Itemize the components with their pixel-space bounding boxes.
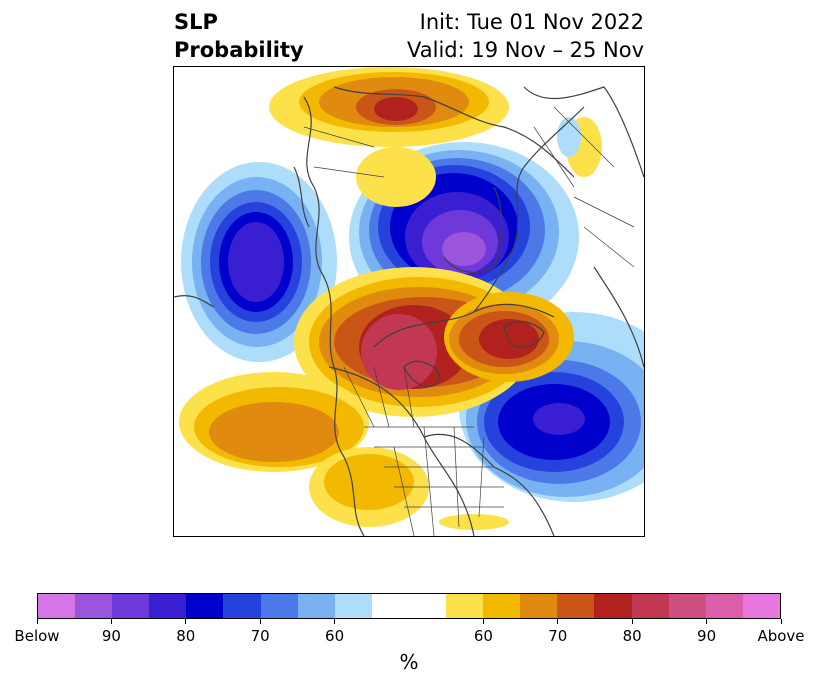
colorbar-tick-label: 70 (548, 627, 568, 645)
colorbar-tick-label: 80 (176, 627, 196, 645)
europe-high (269, 67, 509, 207)
colorbar-swatch (483, 594, 521, 618)
colorbar-tick-label: 70 (250, 627, 270, 645)
probability-colorbar (37, 593, 781, 619)
colorbar-swatch (408, 594, 447, 618)
colorbar-swatch (520, 594, 558, 618)
colorbar-tick-mark (706, 619, 708, 624)
colorbar-tick-mark (334, 619, 336, 624)
colorbar-swatch (705, 594, 743, 618)
colorbar-swatch (149, 594, 187, 618)
colorbar-swatch (186, 594, 224, 618)
init-date: Init: Tue 01 Nov 2022 (419, 10, 644, 34)
colorbar-tick-label: 60 (473, 627, 493, 645)
colorbar-swatch (38, 594, 76, 618)
colorbar-swatch (297, 594, 335, 618)
colorbar-tick-mark (185, 619, 187, 624)
colorbar-tick-label: Below (14, 627, 60, 645)
colorbar-swatch (260, 594, 298, 618)
colorbar-swatch (594, 594, 632, 618)
colorbar-tick-mark (36, 619, 38, 624)
colorbar-tick-mark (110, 619, 112, 624)
minor-low-patch (557, 117, 581, 157)
colorbar-swatch (742, 594, 780, 618)
north-atlantic-low (459, 312, 644, 502)
colorbar-tick-mark (631, 619, 633, 624)
chart-title: SLP Probability (174, 8, 304, 64)
colorbar-swatch (334, 594, 372, 618)
colorbar-swatch (75, 594, 113, 618)
political-borders (303, 106, 635, 536)
colorbar-unit: % (399, 650, 419, 674)
colorbar-swatch (223, 594, 261, 618)
colorbar-swatch (112, 594, 150, 618)
colorbar-tick-label: 60 (325, 627, 345, 645)
title-line-2: Probability (174, 38, 304, 62)
greenland-high (444, 292, 574, 382)
probability-map (174, 67, 644, 536)
colorbar-tick-label: 90 (697, 627, 717, 645)
colorbar-swatch (371, 594, 409, 618)
colorbar-swatch (668, 594, 706, 618)
colorbar-swatch (557, 594, 595, 618)
map-panel (173, 66, 645, 537)
colorbar-tick-label: Above (757, 627, 805, 645)
colorbar-tick-label: 90 (101, 627, 121, 645)
colorbar-tick-mark (482, 619, 484, 624)
title-line-1: SLP (174, 10, 218, 34)
valid-range: Valid: 19 Nov – 25 Nov (407, 38, 644, 62)
colorbar-tick-label: 80 (622, 627, 642, 645)
colorbar-tick-mark (780, 619, 782, 624)
colorbar-swatch (446, 594, 484, 618)
north-pacific-low (181, 162, 337, 362)
colorbar-tick-mark (259, 619, 261, 624)
colorbar-swatch (631, 594, 669, 618)
colorbar-tick-mark (557, 619, 559, 624)
date-info: Init: Tue 01 Nov 2022 Valid: 19 Nov – 25… (407, 8, 644, 64)
